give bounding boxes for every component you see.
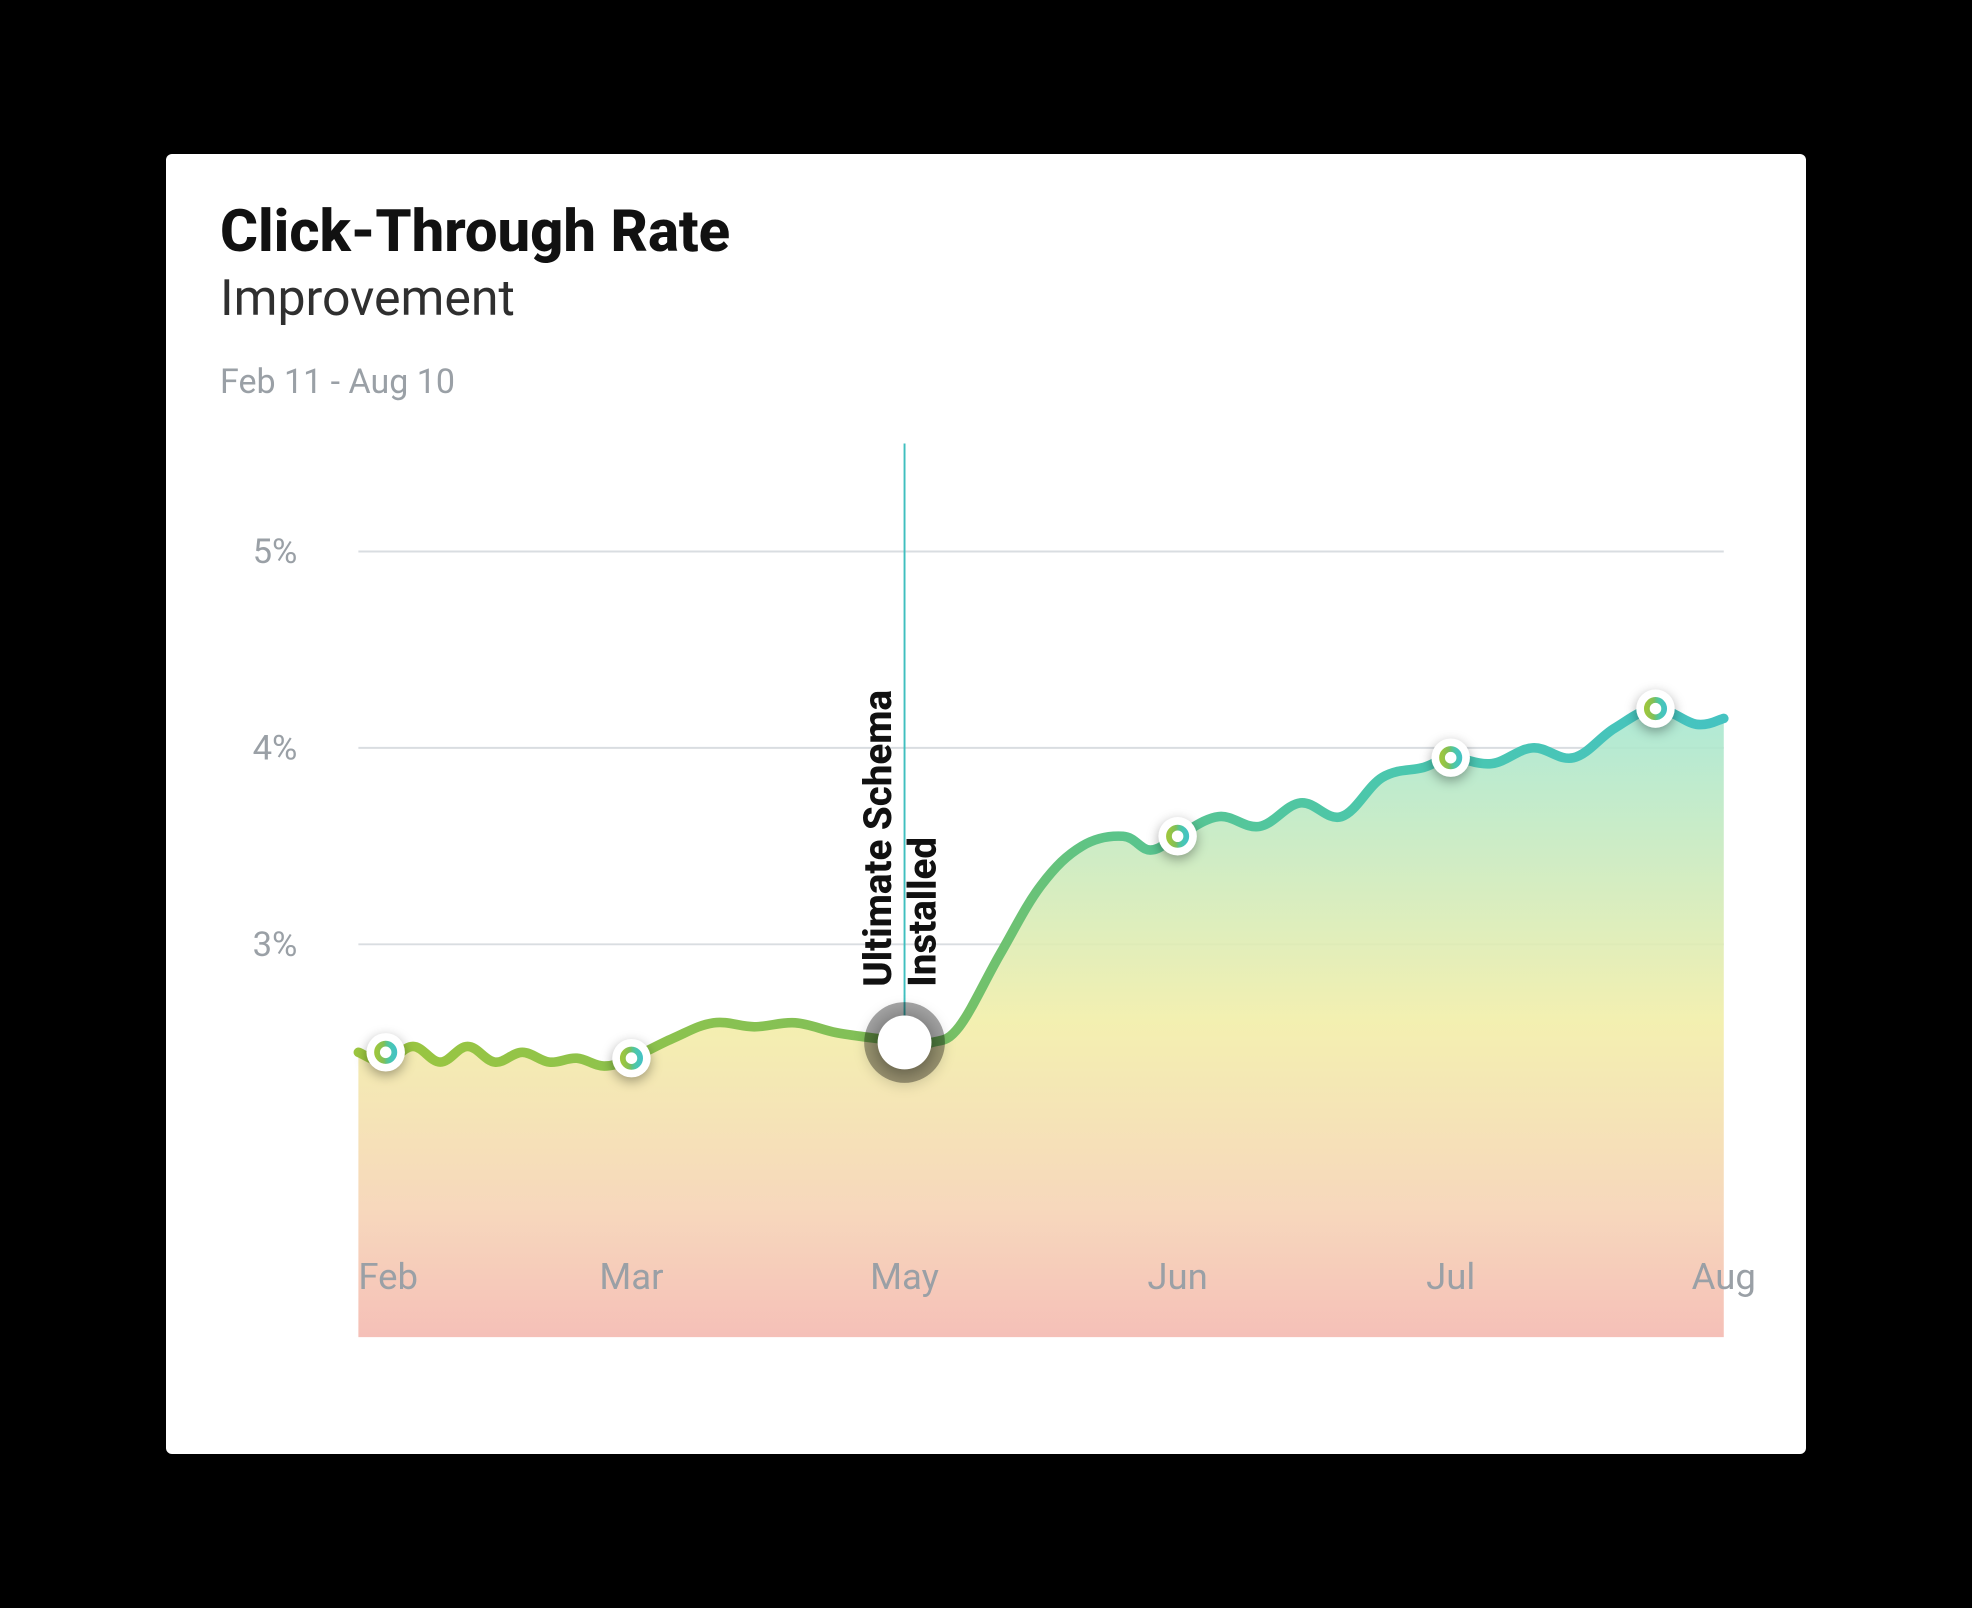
stage: Click-Through Rate Improvement Feb 11 - … — [0, 0, 1972, 1608]
data-marker — [1158, 817, 1196, 855]
x-tick-label: Feb — [358, 1255, 418, 1298]
ctr-card: Click-Through Rate Improvement Feb 11 - … — [166, 154, 1806, 1454]
chart-container: 3% 4% 5% Ultimate SchemaInstalled Feb Mar May J… — [220, 414, 1766, 1414]
y-tick-label: 4% — [253, 728, 298, 768]
x-tick-label: Jul — [1426, 1255, 1475, 1298]
x-tick-label: Aug — [1692, 1255, 1756, 1298]
area-fill — [358, 709, 1723, 1338]
card-subtitle: Improvement — [220, 270, 730, 328]
data-marker — [1431, 738, 1469, 776]
x-tick-label: May — [870, 1255, 939, 1298]
svg-text:Installed: Installed — [900, 837, 945, 987]
card-date-range: Feb 11 - Aug 10 — [220, 362, 730, 402]
svg-text:Ultimate Schema: Ultimate Schema — [856, 690, 901, 987]
y-tick-label: 3% — [253, 925, 298, 965]
card-title: Click-Through Rate — [220, 198, 730, 266]
data-marker — [1636, 689, 1674, 727]
ctr-area-chart: 3% 4% 5% Ultimate SchemaInstalled Feb Mar May J… — [220, 414, 1766, 1414]
x-tick-label: Jun — [1147, 1255, 1207, 1298]
y-tick-label: 5% — [253, 532, 298, 572]
card-header: Click-Through Rate Improvement Feb 11 - … — [220, 198, 730, 402]
annotation-text: Ultimate SchemaInstalled — [856, 690, 945, 987]
data-marker — [366, 1033, 404, 1071]
install-marker — [864, 1002, 945, 1083]
x-tick-label: Mar — [599, 1255, 663, 1298]
data-marker — [612, 1039, 650, 1077]
